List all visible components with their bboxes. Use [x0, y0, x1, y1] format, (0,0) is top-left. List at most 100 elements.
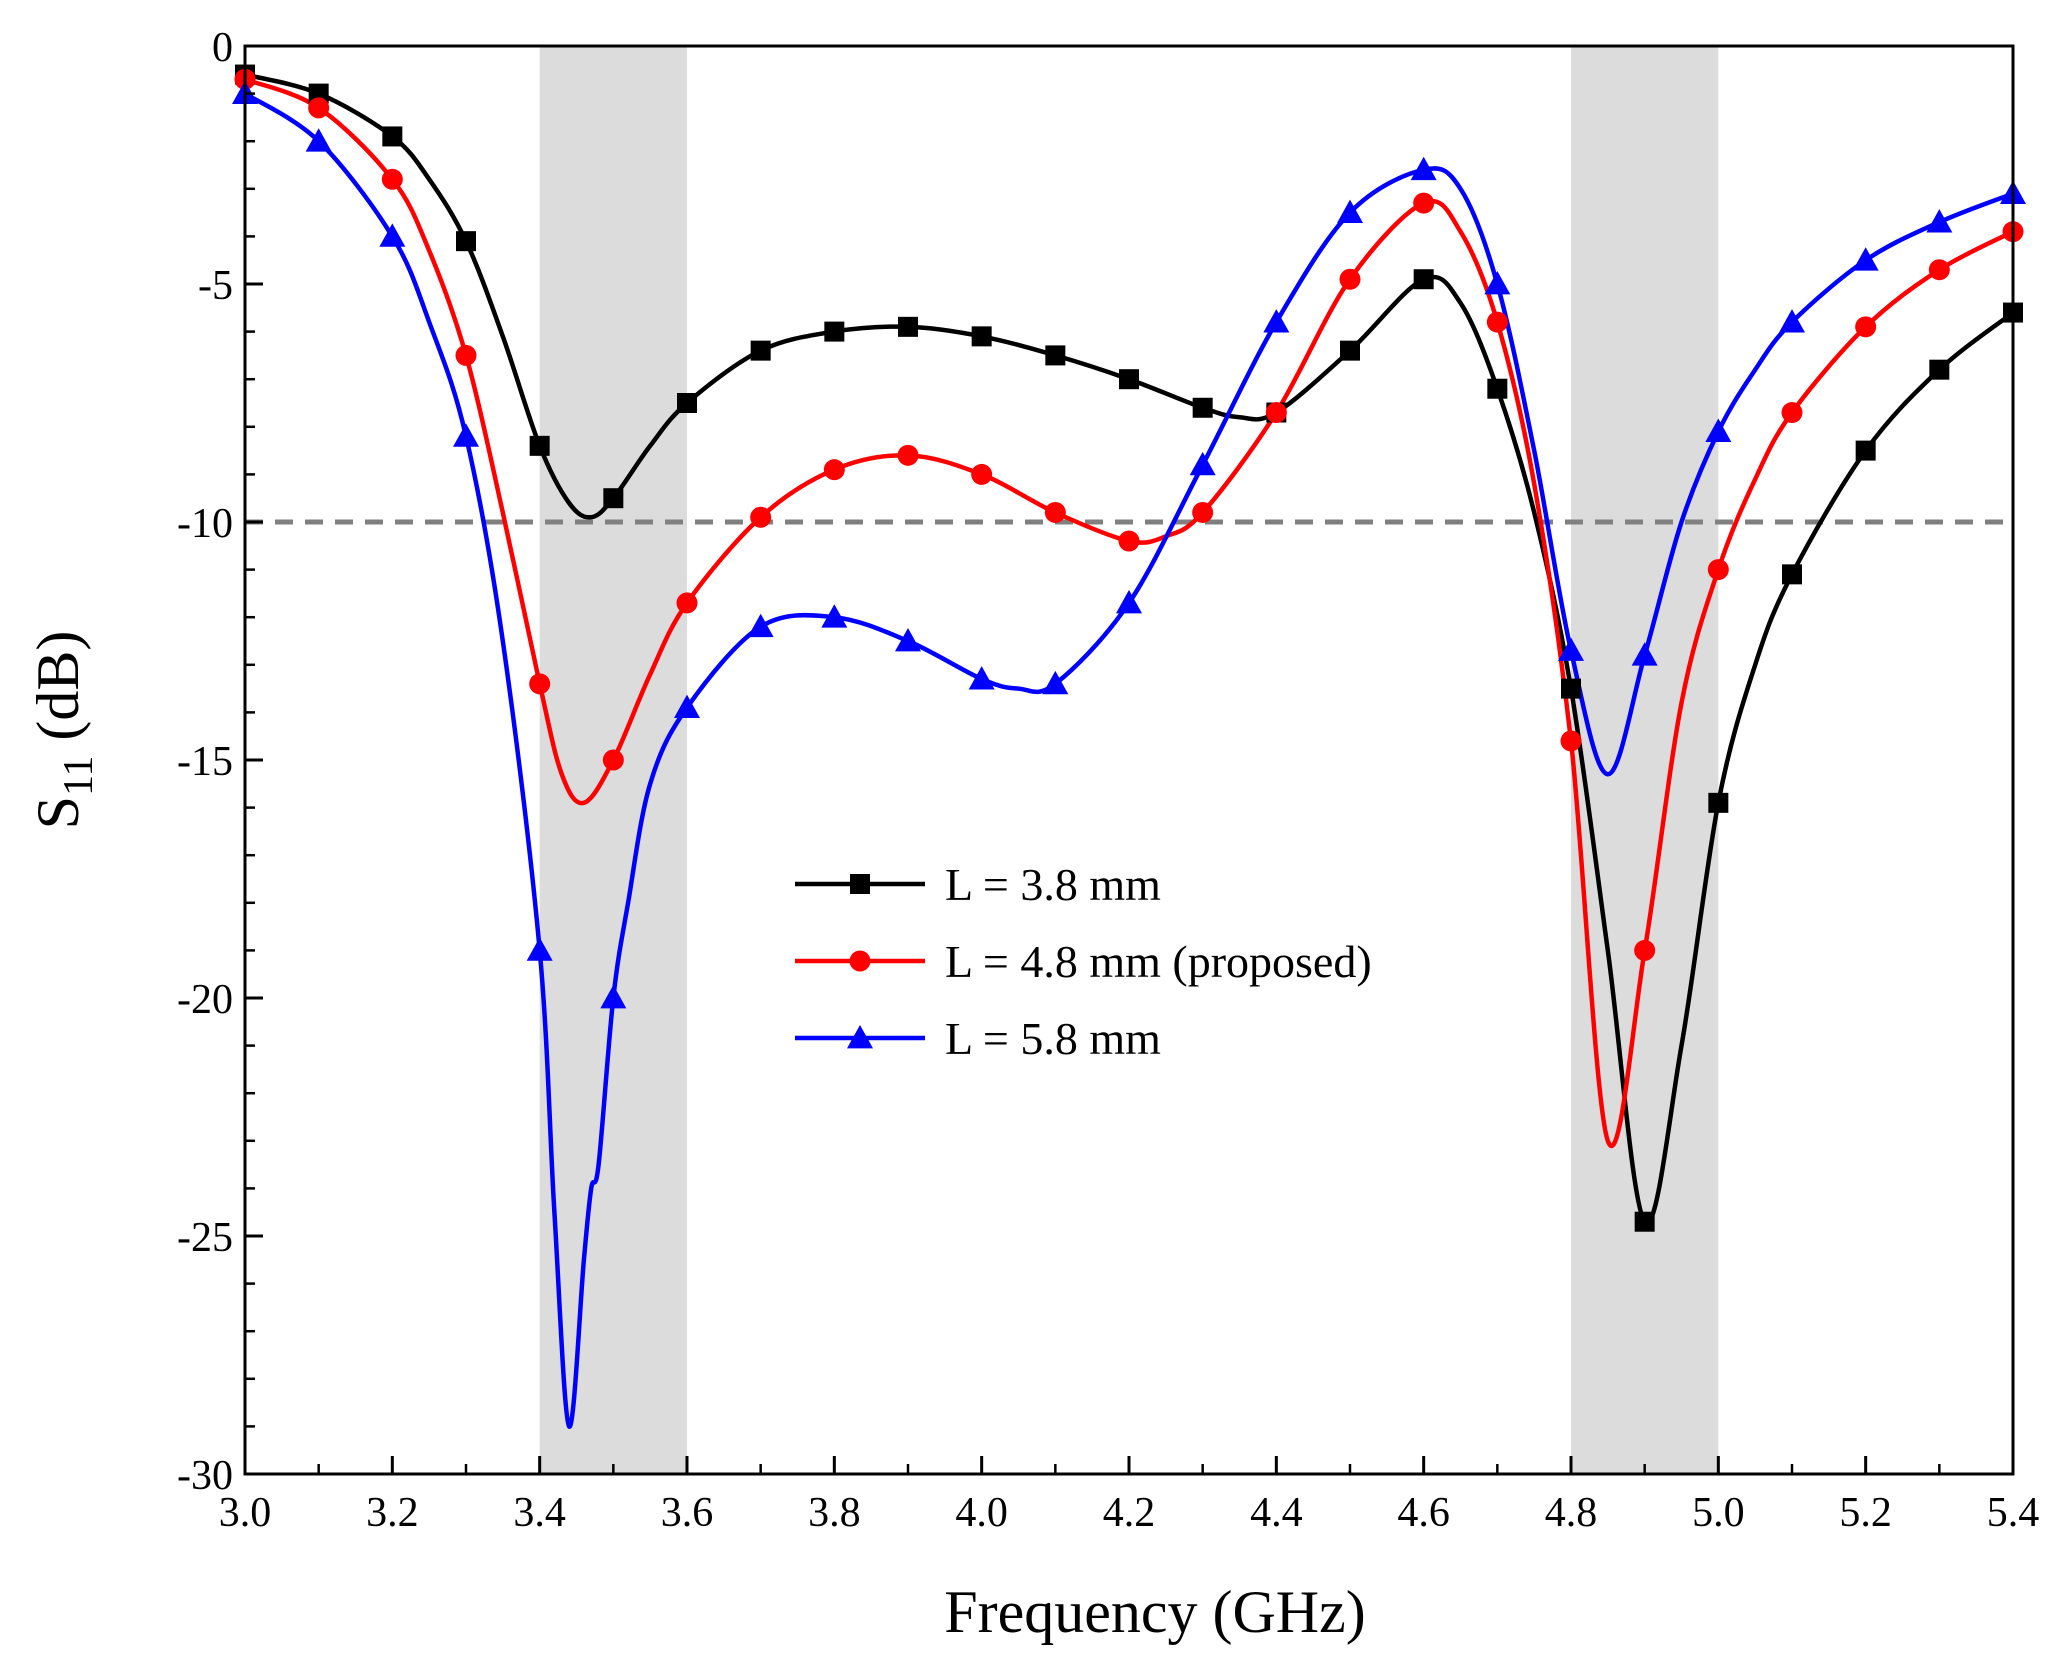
data-point-l-4-8mm [381, 168, 403, 190]
data-point-l-3-8mm [1192, 397, 1213, 418]
legend-marker-l-3-8mm [850, 874, 870, 894]
data-point-l-3-8mm [1782, 564, 1802, 585]
data-point-l-5-8mm [747, 613, 774, 638]
data-point-l-5-8mm [1410, 156, 1437, 181]
data-point-l-3-8mm [750, 340, 771, 361]
data-point-l-4-8mm [1339, 268, 1361, 290]
legend-marker-l-4-8mm [849, 950, 871, 972]
data-point-l-3-8mm [1340, 340, 1360, 361]
data-point-l-4-8mm [1118, 530, 1140, 552]
x-tick-label: 4.0 [955, 1490, 1008, 1536]
x-tick-label: 3.2 [366, 1490, 419, 1536]
data-point-l-5-8mm [305, 128, 332, 152]
data-point-l-5-8mm [1852, 247, 1879, 271]
data-point-l-5-8mm [895, 628, 921, 652]
data-point-l-4-8mm [823, 459, 845, 481]
y-tick-label: -10 [177, 501, 233, 547]
data-point-l-4-8mm [1560, 730, 1582, 752]
x-tick-label: 4.6 [1397, 1490, 1450, 1536]
x-axis-title: Frequency (GHz) [944, 1579, 1366, 1645]
y-tick-label: -5 [198, 263, 233, 309]
data-point-l-3-8mm [308, 83, 329, 104]
data-point-l-5-8mm [1263, 309, 1290, 333]
data-point-l-5-8mm [379, 223, 406, 247]
y-axis-title-unit: (dB) [25, 631, 91, 756]
y-tick-label: -25 [177, 1215, 233, 1261]
shaded-band-2 [1571, 46, 1719, 1474]
data-point-l-5-8mm [453, 423, 479, 447]
data-point-l-4-8mm [1486, 311, 1508, 333]
data-point-l-5-8mm [674, 694, 700, 719]
x-tick-label: 5.2 [1839, 1490, 1892, 1536]
data-point-l-5-8mm [1558, 637, 1584, 661]
data-point-l-4-8mm [676, 592, 698, 614]
data-point-l-4-8mm [897, 444, 919, 466]
data-point-l-4-8mm [1192, 501, 1214, 523]
data-point-l-5-8mm [1042, 670, 1069, 695]
data-point-l-5-8mm [1705, 418, 1732, 442]
data-point-l-5-8mm [600, 985, 627, 1009]
data-point-l-4-8mm [1928, 259, 1950, 281]
y-tick-label: -15 [177, 739, 233, 785]
y-axis-title-main: S [25, 796, 91, 829]
data-point-l-5-8mm [526, 937, 553, 961]
y-axis-title: S11 (dB) [25, 631, 102, 830]
data-point-l-3-8mm [1413, 269, 1434, 290]
data-point-l-3-8mm [677, 393, 697, 413]
data-point-l-3-8mm [1045, 345, 1066, 366]
data-point-l-5-8mm [1631, 642, 1658, 666]
data-point-l-5-8mm [1779, 309, 1805, 333]
data-point-l-4-8mm [1707, 559, 1729, 581]
data-point-l-3-8mm [1708, 792, 1729, 813]
data-point-l-3-8mm [1634, 1211, 1655, 1232]
y-axis-title-subscript: 11 [56, 756, 102, 796]
data-point-l-3-8mm [1561, 678, 1581, 699]
series-line-l-5-8mm [242, 91, 2016, 1429]
x-tick-label: 3.0 [219, 1490, 272, 1536]
x-tick-label: 3.4 [513, 1490, 566, 1536]
data-point-l-3-8mm [971, 326, 992, 347]
data-point-l-3-8mm [1855, 440, 1876, 461]
data-point-l-3-8mm [1119, 369, 1139, 390]
y-tick-label: -20 [177, 977, 233, 1023]
x-tick-label: 5.4 [1987, 1490, 2040, 1536]
data-point-l-5-8mm [968, 666, 995, 690]
y-axis-ticks: 0 -5 -10 -15 -20 -25 -30 [177, 25, 263, 1499]
data-point-l-4-8mm [308, 97, 330, 119]
y-tick-label: 0 [212, 25, 233, 71]
data-point-l-5-8mm [1116, 589, 1142, 614]
data-point-l-3-8mm [382, 126, 403, 147]
data-point-l-5-8mm [1189, 451, 1216, 476]
legend-label-l-4-8mm: L = 4.8 mm (proposed) [945, 936, 1372, 987]
x-tick-label: 4.2 [1103, 1490, 1156, 1536]
series-lines [242, 72, 2016, 1429]
legend-marker-l-5-8mm [847, 1025, 873, 1049]
data-point-l-5-8mm [821, 604, 848, 628]
x-tick-label: 5.0 [1692, 1490, 1745, 1536]
legend: L = 3.8 mm L = 4.8 mm (proposed) L = 5.8 m… [795, 859, 1372, 1064]
data-point-l-4-8mm [455, 344, 477, 366]
data-point-l-4-8mm [1265, 402, 1287, 424]
data-point-l-4-8mm [971, 463, 993, 485]
data-point-l-4-8mm [1781, 402, 1803, 424]
data-point-l-4-8mm [750, 506, 772, 528]
data-point-l-4-8mm [1855, 316, 1877, 338]
data-point-l-4-8mm [1413, 192, 1435, 214]
x-tick-label: 4.8 [1545, 1490, 1598, 1536]
data-point-l-4-8mm [529, 673, 551, 695]
x-axis-ticks: 3.0 3.2 3.4 3.6 3.8 4.0 4.2 4.4 4.6 4.8 5.0 5.2 5.4 [219, 1456, 2040, 1536]
data-point-l-5-8mm [1337, 199, 1363, 223]
legend-label-l-3-8mm: L = 3.8 mm [945, 859, 1161, 910]
data-point-l-3-8mm [824, 321, 845, 342]
data-point-l-3-8mm [898, 316, 918, 337]
data-point-l-3-8mm [529, 435, 550, 456]
shaded-bands [539, 46, 1719, 1474]
legend-label-l-5-8mm: L = 5.8 mm [945, 1013, 1161, 1064]
data-point-l-5-8mm [1484, 271, 1511, 295]
series-markers [232, 64, 2026, 1232]
data-point-l-3-8mm [603, 488, 624, 509]
data-point-l-5-8mm [1926, 209, 1953, 233]
plot-frame [243, 44, 2015, 1476]
data-point-l-4-8mm [602, 749, 624, 771]
